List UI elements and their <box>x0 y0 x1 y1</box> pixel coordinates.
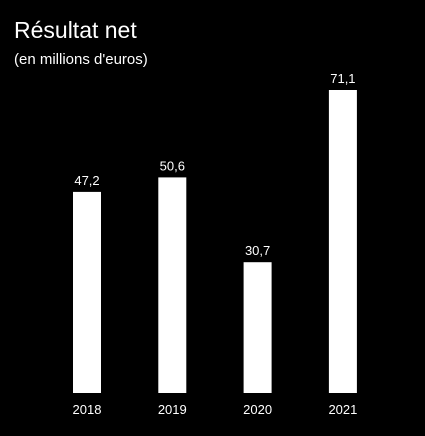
chart-title: Résultat net <box>14 17 137 43</box>
bar-2019 <box>158 177 187 393</box>
bar-2018 <box>73 191 101 393</box>
value-label-2018: 47,2 <box>74 173 99 188</box>
chart-subtitle: (en millions d'euros) <box>14 51 148 68</box>
category-label-2018: 2018 <box>73 402 102 417</box>
bar-2021 <box>328 90 357 393</box>
value-label-2019: 50,6 <box>160 158 185 173</box>
value-label-2021: 71,1 <box>330 71 355 86</box>
bar-2020 <box>243 262 272 393</box>
value-label-2020: 30,7 <box>245 243 270 258</box>
category-label-2019: 2019 <box>158 402 187 417</box>
category-label-2020: 2020 <box>243 402 272 417</box>
category-label-2021: 2021 <box>328 402 357 417</box>
